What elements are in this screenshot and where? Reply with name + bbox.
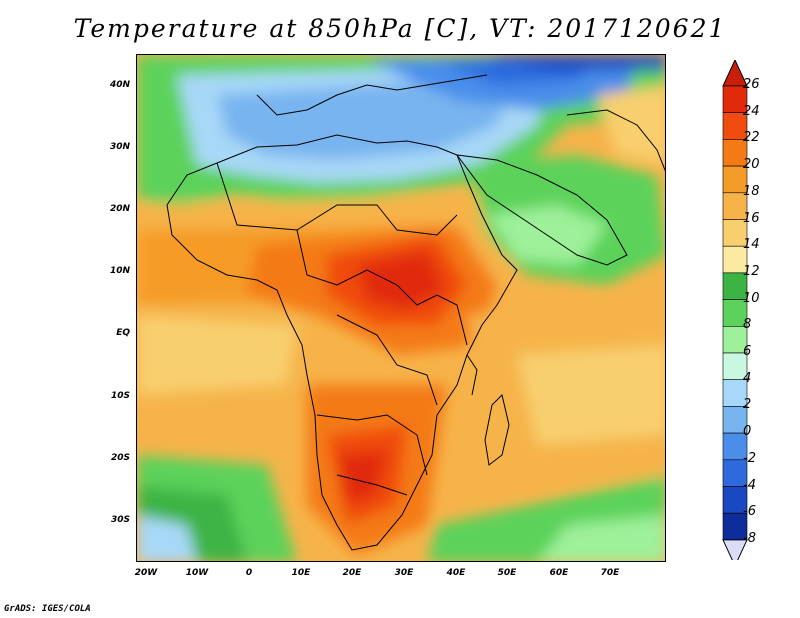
footer-credit: GrADS: IGES/COLA xyxy=(4,604,91,614)
lon-label-50e: 50E xyxy=(497,568,517,578)
colorbar-swatch xyxy=(722,512,748,541)
colorbar-swatch xyxy=(722,486,748,514)
lon-label-0: 0 xyxy=(245,568,253,578)
colorbar-swatch xyxy=(722,192,748,220)
lon-label-20w: 20W xyxy=(134,568,158,578)
colorbar xyxy=(722,60,748,560)
lat-label-10s: 10S xyxy=(110,391,130,401)
lon-label-40e: 40E xyxy=(446,568,466,578)
lon-label-20e: 20E xyxy=(342,568,362,578)
colorbar-label: 18 xyxy=(743,183,760,199)
colorbar-label: -4 xyxy=(743,477,756,493)
map-panel xyxy=(136,54,666,562)
chart-title: Temperature at 850hPa [C], VT: 201712062… xyxy=(73,14,727,43)
lon-label-30e: 30E xyxy=(394,568,414,578)
lon-label-10e: 10E xyxy=(291,568,311,578)
coastlines xyxy=(166,74,665,551)
colorbar-under-arrow xyxy=(722,539,748,560)
colorbar-label: 6 xyxy=(743,344,752,359)
lon-label-60e: 60E xyxy=(549,568,569,578)
colorbar-swatch xyxy=(722,379,748,407)
colorbar-label: 20 xyxy=(743,157,760,173)
colorbar-label: -6 xyxy=(743,504,756,520)
colorbar-swatch xyxy=(722,112,748,140)
lat-label-20n: 20N xyxy=(109,204,130,214)
colorbar-label: -2 xyxy=(743,450,756,466)
colorbar-label: 0 xyxy=(743,424,752,440)
colorbar-label: 12 xyxy=(743,263,760,279)
colorbar-label: 26 xyxy=(743,77,760,92)
temperature-map xyxy=(137,55,665,561)
colorbar-label: 16 xyxy=(743,210,760,226)
colorbar-swatch xyxy=(722,165,748,194)
colorbar-swatch xyxy=(722,325,748,354)
lat-label-20s: 20S xyxy=(110,453,130,463)
colorbar-swatch xyxy=(722,139,748,167)
lat-label-30s: 30S xyxy=(110,515,130,525)
colorbar-swatch xyxy=(722,406,748,434)
lat-label-eq: EQ xyxy=(116,328,130,338)
colorbar-label: 2 xyxy=(743,397,752,413)
lat-label-30n: 30N xyxy=(109,142,130,152)
lon-label-70e: 70E xyxy=(600,568,620,578)
colorbar-label: -8 xyxy=(743,530,756,546)
colorbar-swatch xyxy=(722,219,748,247)
lat-label-40n: 40N xyxy=(109,80,130,90)
colorbar-label: 10 xyxy=(743,290,760,306)
colorbar-swatch xyxy=(722,432,748,461)
colorbar-swatch xyxy=(722,245,748,274)
lon-label-10w: 10W xyxy=(185,568,209,578)
colorbar-label: 4 xyxy=(743,370,752,386)
colorbar-swatch xyxy=(722,352,748,381)
lat-label-10n: 10N xyxy=(109,266,130,276)
colorbar-label: 24 xyxy=(743,103,760,119)
colorbar-label: 8 xyxy=(743,317,752,333)
colorbar-swatch xyxy=(722,272,748,300)
colorbar-label: 14 xyxy=(743,237,760,253)
colorbar-label: 22 xyxy=(743,130,760,146)
colorbar-swatch xyxy=(722,459,748,487)
